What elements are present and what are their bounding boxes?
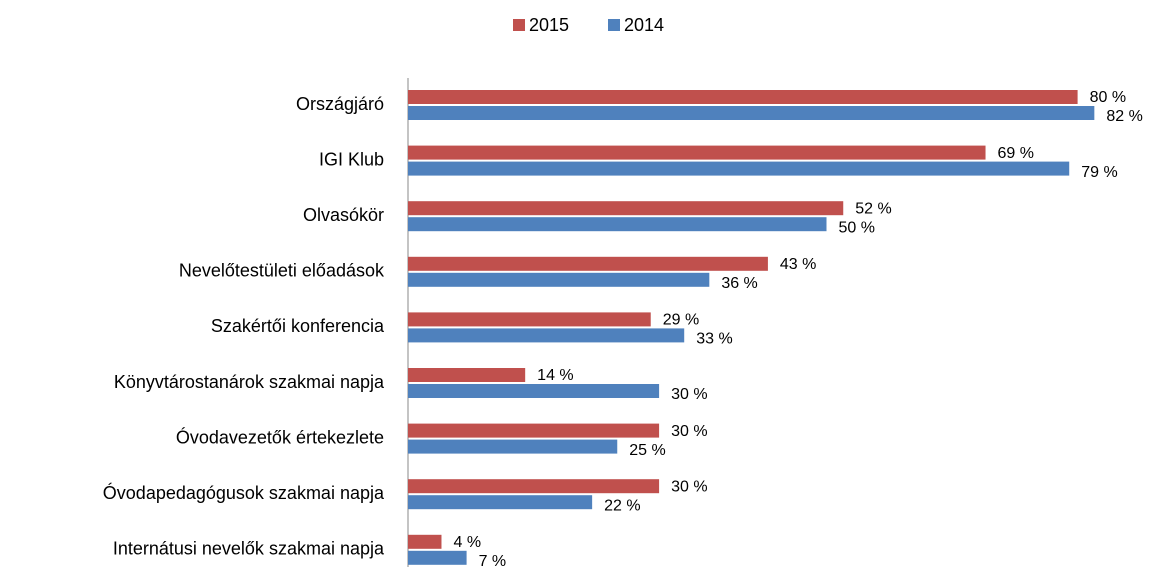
category-label: Országjáró xyxy=(296,94,384,114)
bar xyxy=(408,256,768,271)
value-label: 25 % xyxy=(629,442,665,459)
value-label: 52 % xyxy=(855,200,891,217)
value-label: 79 % xyxy=(1081,164,1117,181)
value-label: 69 % xyxy=(998,145,1034,162)
value-label: 33 % xyxy=(696,331,732,348)
bar xyxy=(408,106,1095,120)
bar xyxy=(408,217,827,232)
category-label: Óvodapedagógusok szakmai napja xyxy=(103,482,385,503)
value-label: 29 % xyxy=(663,312,699,329)
legend-label: 2015 xyxy=(529,15,569,35)
bar xyxy=(408,550,467,565)
bar xyxy=(408,479,660,494)
bar xyxy=(408,201,844,216)
category-label: Olvasókör xyxy=(303,205,384,225)
bar xyxy=(408,90,1078,104)
category-label: Nevelőtestületi előadások xyxy=(179,261,385,281)
value-label: 36 % xyxy=(721,275,757,292)
bar xyxy=(408,439,618,454)
bar xyxy=(408,384,660,398)
value-label: 30 % xyxy=(671,386,707,403)
value-label: 22 % xyxy=(604,497,640,514)
bar xyxy=(408,328,685,343)
bar xyxy=(408,161,1070,176)
legend-swatch xyxy=(608,19,620,31)
category-label: Könyvtárostanárok szakmai napja xyxy=(114,372,385,392)
bar xyxy=(408,312,651,327)
value-label: 80 % xyxy=(1090,89,1126,106)
category-label: IGI Klub xyxy=(319,149,384,169)
bar xyxy=(408,145,986,160)
category-label: Internátusi nevelők szakmai napja xyxy=(113,539,385,559)
legend-swatch xyxy=(513,19,525,31)
category-label: Szakértői konferencia xyxy=(211,316,385,336)
value-label: 14 % xyxy=(537,367,573,384)
bar xyxy=(408,495,593,510)
category-label: Óvodavezetők értekezlete xyxy=(176,426,384,447)
value-label: 7 % xyxy=(479,553,507,567)
value-label: 4 % xyxy=(453,534,481,551)
value-label: 50 % xyxy=(839,219,875,236)
bar xyxy=(408,423,660,438)
bar xyxy=(408,368,526,382)
bar xyxy=(408,534,442,549)
bar xyxy=(408,272,710,287)
value-label: 30 % xyxy=(671,478,707,495)
value-label: 30 % xyxy=(671,423,707,440)
legend-label: 2014 xyxy=(624,15,664,35)
value-label: 82 % xyxy=(1106,108,1142,125)
value-label: 43 % xyxy=(780,256,816,273)
